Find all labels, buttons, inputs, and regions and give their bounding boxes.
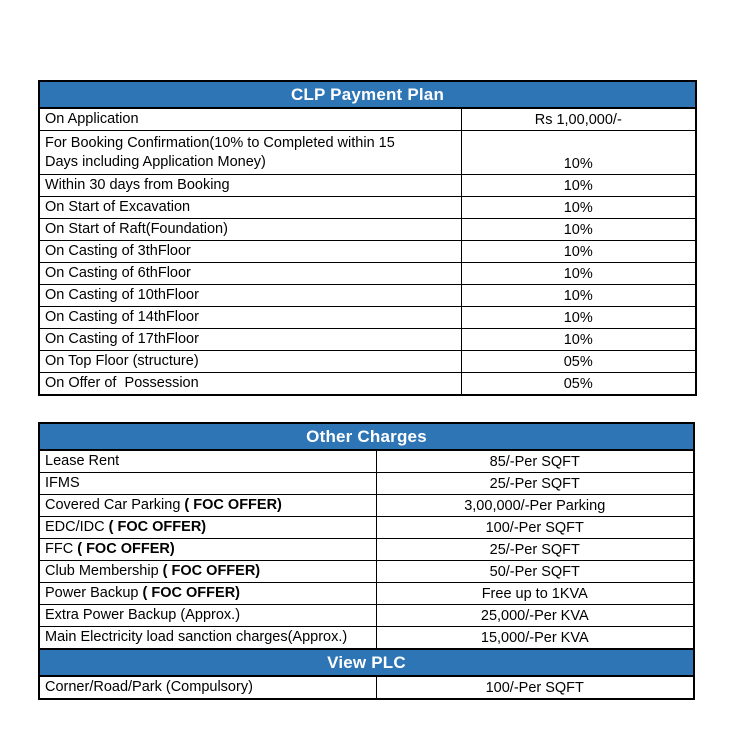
table-row: On Top Floor (structure) 05% bbox=[38, 350, 697, 373]
payment-value: 10% bbox=[460, 174, 697, 197]
charge-value: Free up to 1KVA bbox=[375, 582, 695, 605]
table-row: Power Backup ( FOC OFFER) Free up to 1KV… bbox=[38, 582, 695, 605]
table-row: Lease Rent 85/-Per SQFT bbox=[38, 449, 695, 473]
payment-value: 05% bbox=[460, 372, 697, 396]
payment-value: 10% bbox=[460, 284, 697, 307]
charge-value: 25/-Per SQFT bbox=[375, 472, 695, 495]
charge-label-text: FFC bbox=[45, 541, 78, 557]
charge-value: 25/-Per SQFT bbox=[375, 538, 695, 561]
charge-value: 15,000/-Per KVA bbox=[375, 626, 695, 650]
charge-label: Covered Car Parking ( FOC OFFER) bbox=[38, 494, 377, 517]
table-row: On Casting of 14thFloor 10% bbox=[38, 306, 697, 329]
table-row: On Offer of Possession 05% bbox=[38, 372, 697, 396]
payment-value: 10% bbox=[460, 196, 697, 219]
payment-value: 10% bbox=[460, 262, 697, 285]
clp-header-row: CLP Payment Plan bbox=[38, 80, 697, 109]
table-row: Within 30 days from Booking 10% bbox=[38, 174, 697, 197]
charge-offer-text: ( FOC OFFER) bbox=[162, 563, 261, 579]
payment-value: 10% bbox=[460, 328, 697, 351]
table-row: Corner/Road/Park (Compulsory) 100/-Per S… bbox=[38, 675, 695, 700]
other-charges-table: Other Charges Lease Rent 85/-Per SQFT IF… bbox=[38, 422, 695, 700]
payment-stage-label: On Casting of 3thFloor bbox=[38, 240, 462, 263]
charge-value: 50/-Per SQFT bbox=[375, 560, 695, 583]
payment-stage-label: For Booking Confirmation(10% to Complete… bbox=[38, 130, 462, 175]
charge-label-text: Power Backup bbox=[45, 585, 143, 601]
charge-value: 85/-Per SQFT bbox=[375, 449, 695, 473]
charge-label: Main Electricity load sanction charges(A… bbox=[38, 626, 377, 650]
charge-label: Power Backup ( FOC OFFER) bbox=[38, 582, 377, 605]
charge-offer-text: ( FOC OFFER) bbox=[77, 541, 175, 557]
view-plc-title: View PLC bbox=[38, 648, 695, 677]
charge-label-text: Covered Car Parking bbox=[45, 497, 185, 513]
table-row: On Casting of 10thFloor 10% bbox=[38, 284, 697, 307]
table-row: On Application Rs 1,00,000/- bbox=[38, 107, 697, 131]
charge-offer-text: ( FOC OFFER) bbox=[142, 585, 240, 601]
payment-stage-label: On Application bbox=[38, 107, 462, 131]
plc-label: Corner/Road/Park (Compulsory) bbox=[38, 675, 377, 700]
payment-value: 10% bbox=[460, 130, 697, 175]
payment-value: Rs 1,00,000/- bbox=[460, 107, 697, 131]
clp-table-title: CLP Payment Plan bbox=[38, 80, 697, 109]
other-charges-title: Other Charges bbox=[38, 422, 695, 451]
table-row: On Casting of 3thFloor 10% bbox=[38, 240, 697, 263]
charge-offer-text: ( FOC OFFER) bbox=[108, 519, 207, 535]
view-plc-header-row: View PLC bbox=[38, 648, 695, 677]
table-row: On Start of Excavation 10% bbox=[38, 196, 697, 219]
charge-label-text: Extra Power Backup (Approx.) bbox=[45, 607, 241, 623]
payment-value: 10% bbox=[460, 306, 697, 329]
charge-label-text: Main Electricity load sanction charges(A… bbox=[45, 629, 348, 645]
charge-label: IFMS bbox=[38, 472, 377, 495]
payment-stage-label: On Casting of 17thFloor bbox=[38, 328, 462, 351]
charge-label-text: Lease Rent bbox=[45, 453, 120, 469]
table-row: FFC ( FOC OFFER) 25/-Per SQFT bbox=[38, 538, 695, 561]
payment-stage-label: On Casting of 10thFloor bbox=[38, 284, 462, 307]
charge-label: Club Membership ( FOC OFFER) bbox=[38, 560, 377, 583]
charge-label: EDC/IDC ( FOC OFFER) bbox=[38, 516, 377, 539]
table-row: Club Membership ( FOC OFFER) 50/-Per SQF… bbox=[38, 560, 695, 583]
payment-stage-label: Within 30 days from Booking bbox=[38, 174, 462, 197]
charge-label-text: Club Membership bbox=[45, 563, 163, 579]
charge-value: 25,000/-Per KVA bbox=[375, 604, 695, 627]
charge-value: 3,00,000/-Per Parking bbox=[375, 494, 695, 517]
payment-stage-label: On Top Floor (structure) bbox=[38, 350, 462, 373]
table-row: For Booking Confirmation(10% to Complete… bbox=[38, 130, 697, 175]
payment-value: 05% bbox=[460, 350, 697, 373]
other-charges-header-row: Other Charges bbox=[38, 422, 695, 451]
charge-offer-text: ( FOC OFFER) bbox=[184, 497, 282, 513]
charge-label: Lease Rent bbox=[38, 449, 377, 473]
payment-stage-label: On Start of Raft(Foundation) bbox=[38, 218, 462, 241]
charge-label: FFC ( FOC OFFER) bbox=[38, 538, 377, 561]
payment-stage-label: On Casting of 6thFloor bbox=[38, 262, 462, 285]
payment-value: 10% bbox=[460, 240, 697, 263]
table-row: IFMS 25/-Per SQFT bbox=[38, 472, 695, 495]
plc-value: 100/-Per SQFT bbox=[375, 675, 695, 700]
payment-stage-label: On Start of Excavation bbox=[38, 196, 462, 219]
table-row: On Casting of 17thFloor 10% bbox=[38, 328, 697, 351]
table-row: Extra Power Backup (Approx.) 25,000/-Per… bbox=[38, 604, 695, 627]
charge-label-text: IFMS bbox=[45, 475, 80, 491]
payment-stage-label: On Offer of Possession bbox=[38, 372, 462, 396]
table-row: EDC/IDC ( FOC OFFER) 100/-Per SQFT bbox=[38, 516, 695, 539]
clp-payment-plan-table: CLP Payment Plan On Application Rs 1,00,… bbox=[38, 80, 697, 396]
charge-value: 100/-Per SQFT bbox=[375, 516, 695, 539]
payment-value: 10% bbox=[460, 218, 697, 241]
payment-stage-label: On Casting of 14thFloor bbox=[38, 306, 462, 329]
charge-label: Extra Power Backup (Approx.) bbox=[38, 604, 377, 627]
charge-label-text: EDC/IDC bbox=[45, 519, 109, 535]
table-row: Covered Car Parking ( FOC OFFER) 3,00,00… bbox=[38, 494, 695, 517]
table-row: Main Electricity load sanction charges(A… bbox=[38, 626, 695, 650]
table-row: On Start of Raft(Foundation) 10% bbox=[38, 218, 697, 241]
table-row: On Casting of 6thFloor 10% bbox=[38, 262, 697, 285]
